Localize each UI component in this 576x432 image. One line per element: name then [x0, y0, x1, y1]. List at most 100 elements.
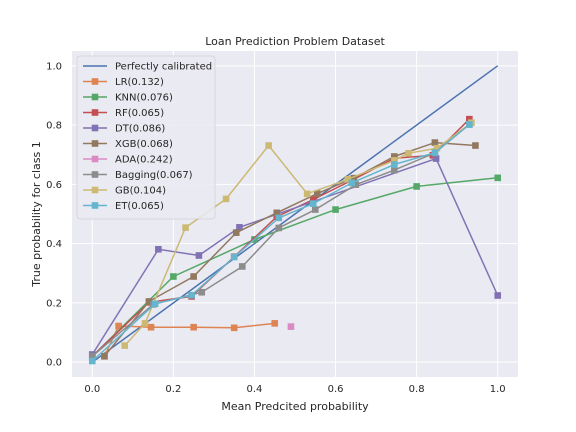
data-point — [311, 206, 319, 213]
legend-item: ADA(0.242) — [83, 155, 173, 166]
data-point — [236, 224, 243, 231]
data-point — [115, 322, 122, 330]
legend-marker — [91, 109, 99, 116]
series-line — [103, 141, 476, 357]
x-tick-label: 0.4 — [247, 384, 263, 395]
data-point — [350, 174, 358, 182]
series-line — [91, 123, 470, 362]
legend-marker — [91, 171, 99, 178]
legend-marker — [91, 155, 99, 163]
series-line — [91, 65, 499, 363]
y-axis-label: True probability for class 1 — [30, 141, 43, 287]
legend-marker — [91, 186, 99, 194]
x-tick-label: 0.0 — [84, 384, 100, 395]
data-point — [332, 206, 339, 213]
data-point — [198, 288, 206, 296]
data-point — [391, 157, 398, 164]
legend-item: LR(0.132) — [83, 77, 164, 88]
data-point — [101, 352, 108, 360]
data-point — [348, 179, 356, 187]
data-point — [391, 166, 398, 174]
legend-marker — [91, 124, 99, 132]
legend-label: RF(0.065) — [115, 108, 164, 119]
legend-label: DT(0.086) — [115, 124, 165, 135]
legend-label: LR(0.132) — [115, 77, 164, 88]
legend-label: ADA(0.242) — [115, 155, 173, 166]
series-0 — [91, 65, 499, 363]
legend-item: RF(0.065) — [83, 108, 164, 119]
data-point — [238, 263, 246, 270]
x-axis-label: Mean Predcited probability — [221, 400, 369, 413]
y-tick-label: 0.4 — [46, 239, 62, 250]
y-tick-label: 0.6 — [46, 180, 62, 191]
y-tick-label: 0.0 — [46, 358, 62, 369]
data-point — [494, 174, 502, 182]
data-point — [472, 142, 479, 149]
series-9 — [88, 121, 473, 365]
data-point — [352, 181, 360, 188]
data-point — [88, 357, 96, 365]
x-tick-label: 0.6 — [328, 384, 344, 395]
data-point — [431, 139, 439, 146]
legend-label: KNN(0.076) — [115, 93, 173, 104]
legend-item: Perfectly calibrated — [83, 62, 212, 73]
data-point — [145, 298, 153, 305]
data-point — [275, 224, 283, 232]
legend-label: ET(0.065) — [115, 201, 164, 212]
data-point — [170, 273, 177, 280]
data-point — [405, 149, 412, 157]
data-point — [494, 292, 502, 299]
data-point — [232, 229, 240, 236]
legend-marker — [91, 93, 99, 101]
y-tick-label: 0.8 — [46, 121, 62, 132]
data-point — [195, 252, 203, 259]
y-tick-label: 1.0 — [46, 61, 62, 72]
data-point — [309, 196, 317, 203]
data-point — [88, 352, 96, 360]
legend-marker — [91, 140, 99, 147]
data-point — [433, 144, 441, 152]
legend-marker — [91, 202, 99, 209]
data-point — [190, 273, 197, 280]
series-layer — [88, 65, 502, 365]
data-point — [265, 142, 272, 149]
data-point — [432, 155, 440, 162]
legend-item: GB(0.104) — [83, 186, 166, 197]
y-tick-label: 0.2 — [46, 298, 62, 309]
legend: Perfectly calibrated LR(0.132) KNN(0.076) R… — [76, 55, 216, 220]
data-point — [222, 195, 230, 203]
series-5 — [101, 139, 479, 360]
data-point — [275, 214, 283, 222]
data-point — [182, 224, 189, 231]
data-point — [121, 342, 129, 349]
data-point — [413, 183, 420, 190]
legend-item: Bagging(0.067) — [83, 170, 193, 181]
series-6 — [287, 323, 295, 330]
data-point — [155, 245, 162, 253]
data-point — [303, 190, 311, 198]
data-point — [190, 323, 197, 331]
data-point — [431, 149, 439, 156]
legend-item: ET(0.065) — [83, 201, 164, 212]
tick-labels: 0.0 0.2 0.4 0.6 0.8 1.0 0.0 0.2 0.4 0.6 0.8 1.0 — [46, 61, 506, 395]
x-tick-label: 1.0 — [490, 384, 506, 395]
legend-label: Perfectly calibrated — [115, 62, 212, 73]
data-point — [151, 300, 159, 308]
legend-item: KNN(0.076) — [83, 93, 173, 104]
data-point — [344, 176, 352, 183]
data-point — [466, 121, 473, 128]
data-point — [314, 190, 321, 197]
legend-label: GB(0.104) — [115, 186, 166, 197]
data-point — [309, 200, 317, 207]
x-tick-label: 0.2 — [165, 384, 181, 395]
legend-marker — [91, 78, 99, 85]
data-point — [271, 320, 279, 327]
legend-label: Bagging(0.067) — [115, 170, 193, 181]
data-point — [230, 253, 238, 261]
data-point — [188, 291, 195, 299]
series-line — [103, 322, 275, 357]
chart-title: Loan Prediction Problem Dataset — [205, 35, 385, 48]
data-point — [391, 161, 398, 168]
legend-label: XGB(0.068) — [115, 139, 173, 150]
legend-item: XGB(0.068) — [83, 139, 173, 150]
